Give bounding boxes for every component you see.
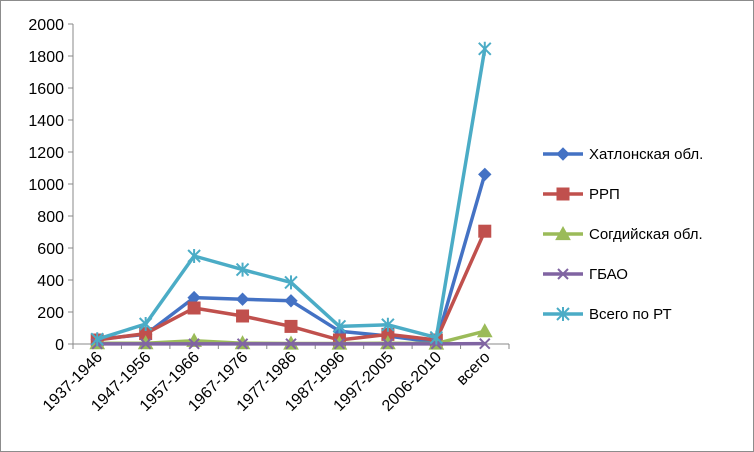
data-point xyxy=(478,224,492,238)
x-tick-label: всего xyxy=(454,349,494,389)
y-tick-label: 1600 xyxy=(28,81,64,98)
legend-marker xyxy=(557,268,569,280)
data-point xyxy=(236,338,249,350)
legend-marker xyxy=(556,307,570,321)
data-point xyxy=(332,319,347,334)
data-point xyxy=(381,317,395,332)
y-tick-label: 1200 xyxy=(28,145,64,162)
y-tick-label: 1400 xyxy=(28,113,64,130)
legend-marker xyxy=(555,225,571,241)
data-point xyxy=(235,262,250,277)
y-tick-label: 1800 xyxy=(28,49,64,66)
legend-label: Всего по РТ xyxy=(589,306,672,323)
legend-label: ГБАО xyxy=(589,266,628,283)
data-point xyxy=(476,323,493,338)
legend-marker xyxy=(556,147,570,161)
y-tick-label: 1000 xyxy=(28,177,64,194)
data-point xyxy=(139,338,152,350)
data-point xyxy=(187,249,201,263)
data-point xyxy=(479,337,491,350)
data-point xyxy=(382,338,394,350)
y-tick-label: 2000 xyxy=(28,17,64,34)
y-tick-label: 200 xyxy=(37,305,64,322)
y-tick-label: 0 xyxy=(55,337,64,354)
data-point xyxy=(90,332,104,347)
data-point xyxy=(429,330,444,345)
y-tick-label: 800 xyxy=(37,209,64,226)
legend-label: РРП xyxy=(589,186,620,203)
data-point xyxy=(187,301,201,315)
data-point xyxy=(284,294,298,308)
data-point xyxy=(478,41,492,56)
data-point xyxy=(284,275,298,290)
legend-label: Хатлонская обл. xyxy=(589,146,703,163)
data-point xyxy=(284,319,298,333)
data-point xyxy=(188,338,200,350)
data-point xyxy=(236,309,250,323)
data-point xyxy=(478,167,492,182)
legend-label: Согдийская обл. xyxy=(589,226,703,243)
series-line xyxy=(95,172,487,345)
data-point xyxy=(138,317,153,331)
y-tick-label: 600 xyxy=(37,241,64,258)
y-tick-label: 400 xyxy=(37,273,64,290)
legend-marker xyxy=(556,187,570,201)
data-point xyxy=(333,338,346,350)
data-point xyxy=(235,292,250,306)
data-point xyxy=(285,338,297,350)
